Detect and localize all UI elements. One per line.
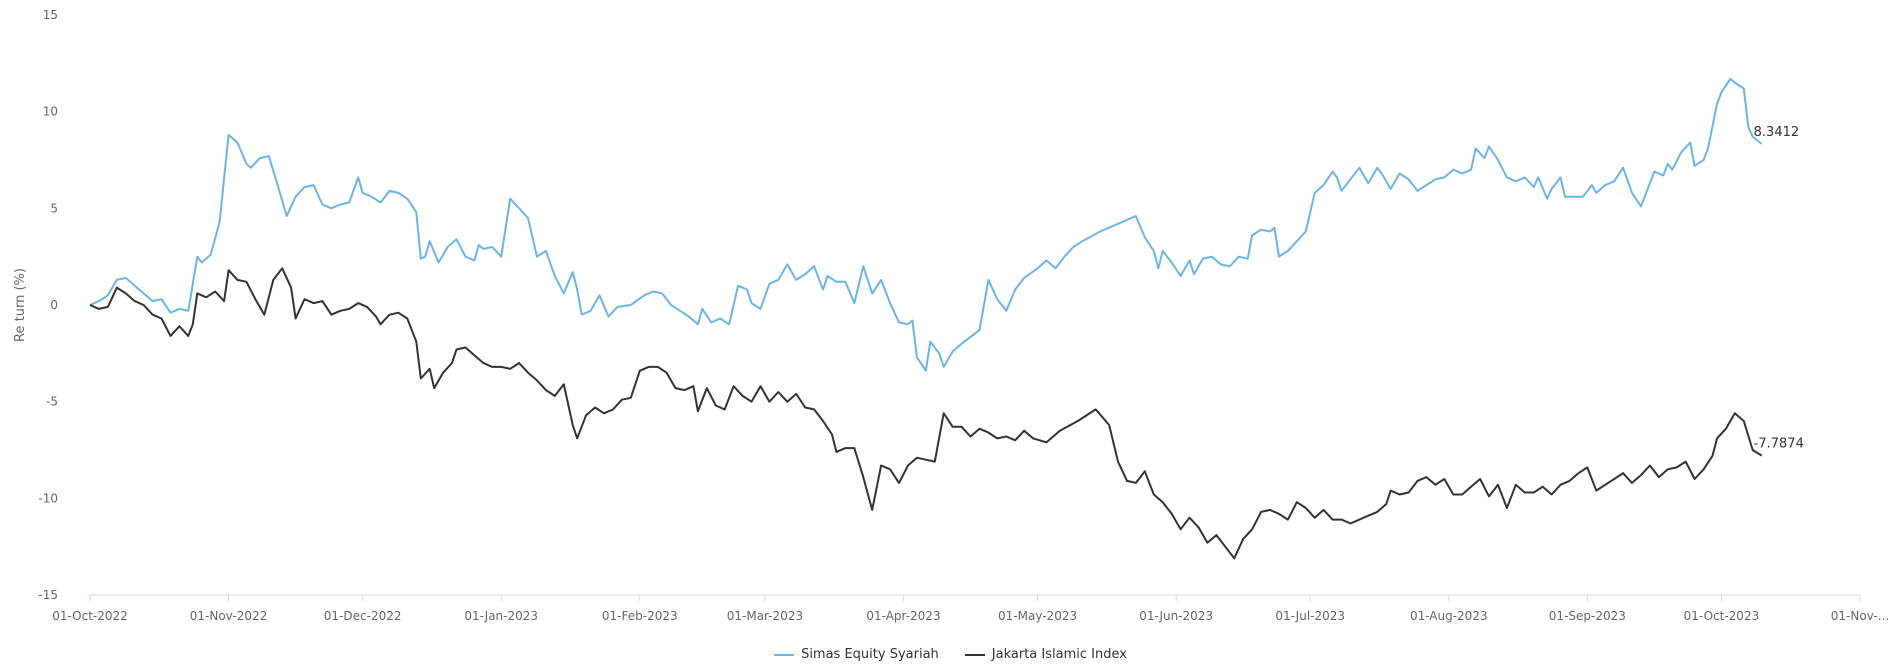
x-tick-label: 01-Nov-2022 (190, 609, 268, 623)
legend-swatch-simas (774, 653, 795, 656)
y-tick-label: 0 (50, 298, 58, 312)
legend-label-simas: Simas Equity Syariah (801, 647, 939, 662)
y-tick-label: -5 (46, 395, 58, 409)
x-tick-label: 01-Jun-2023 (1139, 609, 1213, 623)
x-tick-label: 01-Sep-2023 (1549, 609, 1626, 623)
end-labels: 8.3412 -7.7874 (1754, 125, 1804, 452)
x-tick-label: 01-Oct-2023 (1684, 609, 1760, 623)
x-tick-label: 01-Dec-2022 (324, 609, 402, 623)
y-axis-title: Re turn (%) (13, 268, 28, 342)
x-tick-label: 01-Oct-2022 (52, 609, 128, 623)
x-tick-label: 01-Nov-... (1831, 609, 1889, 623)
series-end-label-0: 8.3412 (1754, 125, 1800, 140)
y-tick-label: 10 (43, 105, 58, 119)
legend-swatch-jii (964, 653, 985, 656)
y-tick-label: 5 (50, 201, 58, 215)
legend-item-jakarta-islamic-index[interactable]: Jakarta Islamic Index (964, 647, 1127, 662)
series-line-1 (89, 267, 1763, 560)
series-layer (89, 77, 1763, 560)
y-axis: -15 -10 -5 0 5 10 15 (38, 8, 58, 602)
x-tick-label: 01-Apr-2023 (866, 609, 940, 623)
x-tick-label: 01-Feb-2023 (602, 609, 678, 623)
x-axis: 01-Oct-2022 01-Nov-2022 01-Dec-2022 01-Jan-… (52, 595, 1889, 623)
legend-item-simas-equity-syariah[interactable]: Simas Equity Syariah (774, 647, 939, 662)
x-tick-label: 01-Jan-2023 (464, 609, 538, 623)
legend: Simas Equity Syariah Jakarta Islamic Ind… (0, 647, 1901, 662)
series-end-label-1: -7.7874 (1754, 437, 1804, 452)
x-tick-label: 01-May-2023 (998, 609, 1077, 623)
y-tick-label: -10 (38, 491, 58, 505)
y-tick-label: -15 (38, 588, 58, 602)
x-tick-label: 01-Mar-2023 (727, 609, 803, 623)
legend-label-jii: Jakarta Islamic Index (991, 647, 1127, 662)
y-tick-label: 15 (43, 8, 58, 22)
x-tick-label: 01-Aug-2023 (1410, 609, 1488, 623)
series-line-0 (89, 77, 1763, 372)
x-tick-label: 01-Jul-2023 (1275, 609, 1345, 623)
